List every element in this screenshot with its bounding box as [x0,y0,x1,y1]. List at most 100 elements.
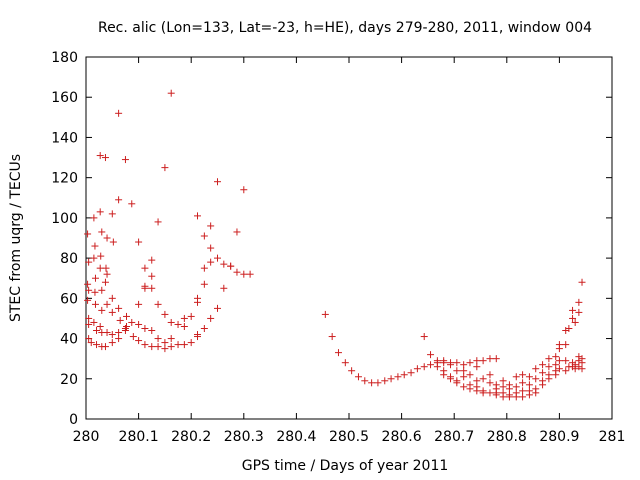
data-point [161,310,169,318]
data-point [90,318,98,326]
y-tick-label: 0 [69,412,78,428]
data-point [512,383,520,391]
data-point [161,164,169,172]
data-point [466,371,474,379]
data-point [129,333,137,341]
data-point [571,365,579,373]
y-axis-label: STEC from uqrg / TECUs [8,154,24,322]
data-point [167,343,175,351]
data-point [233,268,241,276]
data-point [91,242,99,250]
data-point [545,363,553,371]
chart-title: Rec. alic (Lon=133, Lat=-23, h=HE), days… [98,20,592,36]
data-point [519,393,527,401]
data-point [492,355,500,363]
data-point [103,234,111,242]
data-point [453,379,461,387]
data-point [240,186,248,194]
data-point [84,230,92,238]
data-point [121,327,129,335]
data-point [519,371,527,379]
data-point [154,343,162,351]
data-point [575,308,583,316]
data-point [453,367,461,375]
data-point [512,373,520,381]
data-point [200,280,208,288]
data-point [545,355,553,363]
data-point [552,371,560,379]
data-point [427,361,435,369]
data-point [381,377,389,385]
data-point [108,210,116,218]
data-point [108,331,116,339]
data-point [220,260,228,268]
data-point [447,361,455,369]
data-point [512,393,520,401]
y-tick-label: 140 [51,130,78,146]
data-point [115,329,123,337]
data-point [207,244,215,252]
data-point [440,359,448,367]
data-point [486,389,494,397]
data-point [98,228,106,236]
data-point [466,385,474,393]
data-point [246,270,254,278]
data-point [552,353,560,361]
data-point [154,218,162,226]
data-point [486,379,494,387]
data-point [187,312,195,320]
data-point [180,341,188,349]
data-point [180,314,188,322]
data-point [394,373,402,381]
data-point [413,365,421,373]
data-point [174,341,182,349]
x-tick-label: 280.4 [276,429,316,445]
data-point [341,359,349,367]
data-point [427,351,435,359]
data-point [187,339,195,347]
data-point [473,377,481,385]
data-point [578,278,586,286]
data-point [368,379,376,387]
data-point [460,383,468,391]
data-point [85,258,93,266]
data-point [499,383,507,391]
data-point [128,318,136,326]
data-point [545,375,553,383]
data-point [233,228,241,236]
data-point [569,314,577,322]
data-point [98,286,106,294]
data-point [387,375,395,383]
data-point [96,152,104,160]
data-point [575,298,583,306]
x-axis-label: GPS time / Days of year 2011 [242,458,449,474]
data-point [103,329,111,337]
data-point [374,379,382,387]
data-point [90,254,98,262]
x-tick-label: 280.7 [434,429,474,445]
data-point [532,365,540,373]
y-tick-label: 120 [51,171,78,187]
data-point [148,284,156,292]
data-point [116,316,124,324]
data-point [128,200,136,208]
data-point [108,308,116,316]
data-point [539,361,547,369]
data-point [148,343,156,351]
x-tick-label: 280.8 [487,429,527,445]
data-point [321,310,329,318]
data-point [571,318,579,326]
data-point [174,320,182,328]
data-point [93,341,101,349]
x-tick-label: 280.6 [382,429,422,445]
y-tick-label: 40 [60,332,78,348]
data-point [361,377,369,385]
data-point [466,359,474,367]
data-point [479,389,487,397]
data-point [97,252,105,260]
data-point [486,371,494,379]
data-point [200,264,208,272]
data-point [96,208,104,216]
data-point [87,339,95,347]
